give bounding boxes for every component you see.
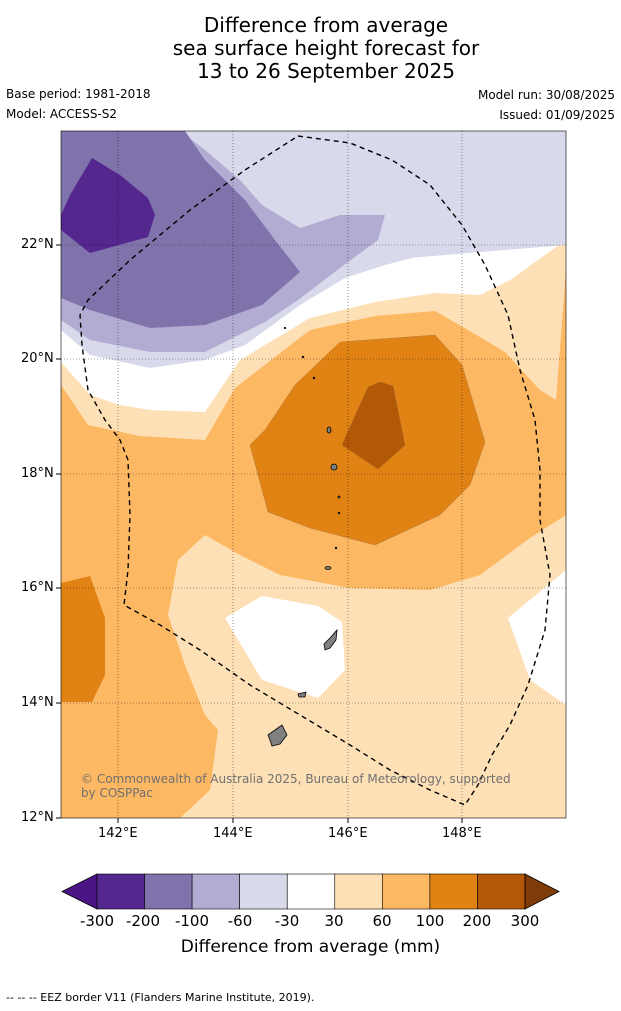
legend-label-300: 300 <box>510 912 540 930</box>
chart-title: Difference from average sea surface heig… <box>0 14 621 83</box>
legend-label-neg200: -200 <box>125 912 161 930</box>
island-guam <box>267 724 288 747</box>
island-rota <box>297 691 307 698</box>
anomaly-patch-west <box>61 576 105 702</box>
lon-tick-142: 142°E <box>98 826 138 841</box>
legend-swatch-3 <box>239 873 288 910</box>
island-alamagan <box>330 463 338 471</box>
legend-swatch-6 <box>382 873 431 910</box>
model-run: Model run: 30/08/2025 <box>477 88 615 102</box>
lat-tick-14: 14°N <box>21 695 54 710</box>
island-small-2 <box>337 511 341 515</box>
colorbar <box>61 873 560 910</box>
legend-label-neg100: -100 <box>174 912 210 930</box>
island-small-5 <box>312 376 316 380</box>
legend-swatch-8 <box>477 873 526 910</box>
eez-footnote: -- -- -- EEZ border V11 (Flanders Marine… <box>6 991 315 1004</box>
lat-tick-22: 22°N <box>21 237 54 252</box>
lon-tick-144: 144°E <box>213 826 253 841</box>
island-small-4 <box>301 355 305 359</box>
gridlines <box>61 131 566 818</box>
anomaly-patch-south-white <box>225 596 345 698</box>
legend-swatch-4 <box>286 873 336 910</box>
legend-label-200: 200 <box>462 912 492 930</box>
lat-tick-12: 12°N <box>21 810 54 825</box>
legend-title: Difference from average (mm) <box>180 937 441 957</box>
lat-tick-20: 20°N <box>21 351 54 366</box>
island-pagan <box>326 426 332 434</box>
lon-tick-146: 146°E <box>328 826 368 841</box>
legend-swatch-7 <box>429 873 478 910</box>
legend-swatch-1 <box>144 873 193 910</box>
lat-tick-16: 16°N <box>21 580 54 595</box>
anomaly-patch-east-white <box>508 570 566 705</box>
sea-level-map <box>56 130 567 823</box>
legend-extend-high <box>524 873 560 910</box>
issued-date: Issued: 01/09/2025 <box>499 108 615 122</box>
title-line-3: 13 to 26 September 2025 <box>197 59 455 83</box>
anomaly-band-200-300 <box>342 382 405 469</box>
legend-label-neg60: -60 <box>227 912 253 930</box>
anomaly-band-neg60-neg30-top <box>61 131 395 215</box>
legend-label-100: 100 <box>415 912 445 930</box>
anomaly-band-neg300-neg200 <box>61 158 155 253</box>
base-period: Base period: 1981-2018 <box>6 87 151 101</box>
axis-ticks <box>56 244 463 823</box>
island-small-6 <box>283 326 287 330</box>
legend-label-neg30: -30 <box>274 912 300 930</box>
island-anatahan <box>324 566 332 570</box>
lon-tick-148: 148°E <box>442 826 482 841</box>
island-saipan <box>323 628 338 651</box>
title-line-2: sea surface height forecast for <box>172 36 480 60</box>
anomaly-band-neg60-neg30-east <box>385 131 566 260</box>
eez-border <box>79 135 551 806</box>
island-small-1 <box>337 495 341 499</box>
legend-swatch-2 <box>191 873 240 910</box>
model-name: Model: ACCESS-S2 <box>6 107 118 121</box>
legend-label-60: 60 <box>372 912 392 930</box>
anomaly-band-30-60-south <box>168 515 566 818</box>
island-markers <box>267 326 341 747</box>
lat-tick-18: 18°N <box>21 466 54 481</box>
legend-swatch-5 <box>334 873 383 910</box>
legend-label-neg300: -300 <box>79 912 115 930</box>
island-small-3 <box>334 546 338 550</box>
legend-swatch-0 <box>96 873 145 910</box>
legend-label-30: 30 <box>324 912 344 930</box>
title-line-1: Difference from average <box>203 13 449 37</box>
copyright-notice: © Commonwealth of Australia 2025, Bureau… <box>81 772 511 800</box>
legend-extend-low <box>61 873 98 910</box>
